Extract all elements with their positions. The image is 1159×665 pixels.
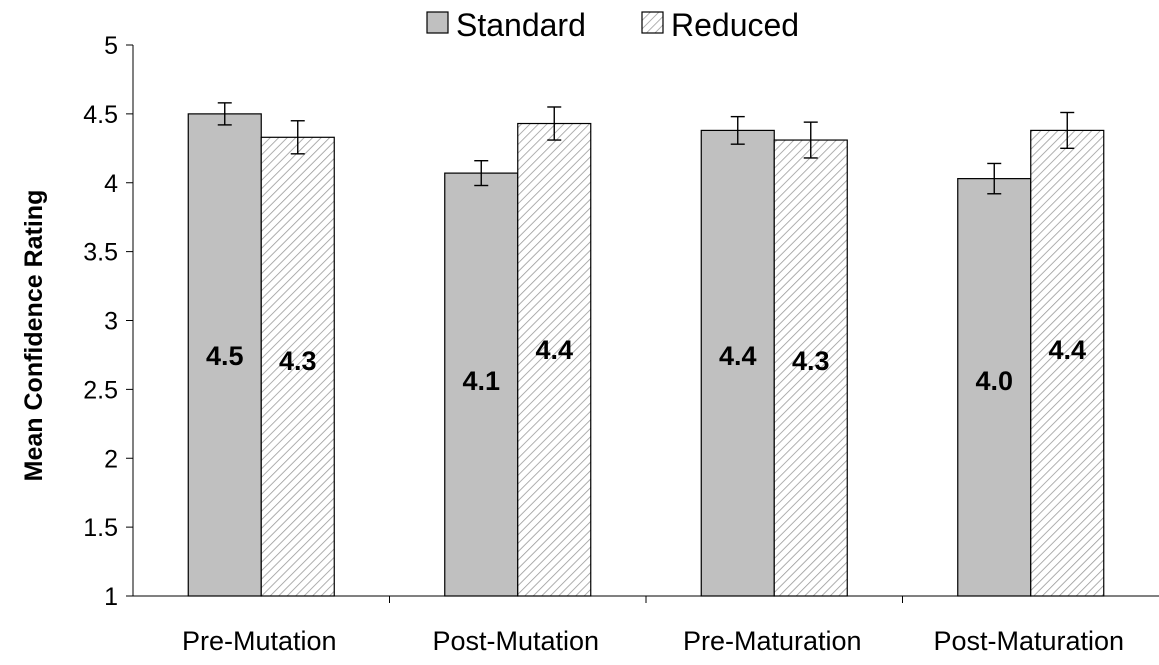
y-tick-label: 4 xyxy=(104,170,118,198)
data-label: 4.5 xyxy=(206,341,244,371)
bar-reduced-1 xyxy=(260,136,335,597)
y-tick-label: 1 xyxy=(104,583,118,611)
legend-label-reduced: Reduced xyxy=(671,7,799,43)
data-label: 4.3 xyxy=(279,346,317,376)
y-tick-label: 5 xyxy=(104,32,118,60)
bar-reduced-4 xyxy=(1030,129,1105,597)
data-label: 4.0 xyxy=(975,366,1013,396)
data-label: 4.4 xyxy=(1048,335,1086,365)
y-tick-label: 3 xyxy=(104,308,118,336)
data-label: 4.3 xyxy=(792,346,830,376)
x-tick-label: Pre-Mutation xyxy=(182,626,337,656)
y-tick-label: 2.5 xyxy=(83,376,118,404)
y-axis-title: Mean Confidence Rating xyxy=(20,190,48,482)
bar-reduced-3 xyxy=(773,139,848,597)
legend-swatch-standard xyxy=(426,11,449,34)
x-tick-label: Post-Maturation xyxy=(933,626,1124,656)
y-tick-label: 4.5 xyxy=(83,101,118,129)
x-tick-label: Pre-Maturation xyxy=(683,626,862,656)
legend-swatch-reduced xyxy=(641,11,664,34)
bar-reduced-2 xyxy=(517,122,592,597)
y-tick-label: 3.5 xyxy=(83,239,118,267)
y-tick-label: 1.5 xyxy=(83,514,118,542)
legend: Standard Reduced xyxy=(426,7,799,43)
x-tick-label: Post-Mutation xyxy=(432,626,599,656)
bar-standard-2 xyxy=(444,172,519,597)
data-label: 4.1 xyxy=(462,366,500,396)
data-label: 4.4 xyxy=(719,341,757,371)
y-tick-label: 2 xyxy=(104,445,118,473)
bar-standard-4 xyxy=(957,178,1032,597)
legend-label-standard: Standard xyxy=(456,7,586,43)
data-label: 4.4 xyxy=(535,335,573,365)
